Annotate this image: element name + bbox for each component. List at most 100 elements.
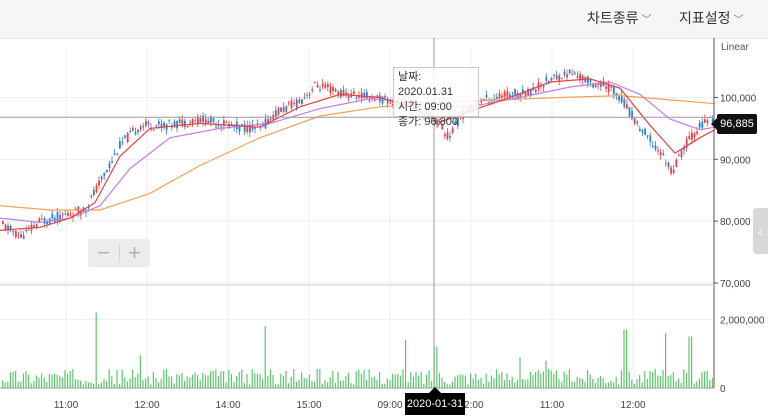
indicator-settings-dropdown[interactable]: 지표설정 ﹀ (679, 0, 744, 38)
volume-bar (249, 384, 251, 388)
volume-bar (48, 373, 50, 388)
candle-body (337, 91, 340, 95)
candle-body (7, 225, 9, 231)
volume-bar (82, 384, 84, 388)
candle-body (607, 83, 610, 93)
volume-bar (137, 373, 139, 388)
candle-body (618, 96, 620, 101)
candle-body (223, 120, 225, 126)
candle-body (293, 102, 295, 104)
candle-body (501, 95, 503, 98)
volume-bar (631, 379, 633, 388)
volume-bar (514, 382, 516, 388)
volume-bar (9, 372, 11, 388)
candle-body (98, 180, 100, 186)
volume-bar (334, 382, 336, 388)
candle-body (142, 125, 145, 128)
volume-bar (418, 375, 420, 388)
volume-bar (56, 374, 58, 388)
volume-bar (28, 374, 30, 388)
candle-body (373, 99, 376, 101)
volume-bar (43, 377, 45, 388)
chart-type-dropdown[interactable]: 차트종류 ﹀ (587, 0, 652, 38)
candle-body (301, 99, 303, 104)
volume-bar (540, 373, 542, 388)
volume-bar (425, 374, 427, 388)
volume-bar (696, 381, 698, 388)
volume-bar (61, 377, 63, 388)
volume-bar (319, 369, 321, 388)
candle-body (9, 225, 12, 231)
candle-body (22, 235, 25, 239)
candle-body (678, 155, 680, 157)
chart-type-label: 차트종류 (587, 10, 639, 26)
volume-bar (38, 377, 40, 388)
volume-bar (680, 382, 682, 388)
candle-body (386, 100, 389, 104)
volume-bar (160, 378, 162, 388)
candle-body (683, 147, 685, 151)
tooltip-date: 날짜: 2020.01.31 (398, 71, 454, 98)
candle-body (540, 85, 542, 87)
volume-bar (472, 378, 474, 388)
candle-body (667, 162, 670, 168)
candle-body (441, 124, 444, 130)
candle-body (134, 132, 137, 135)
candle-body (74, 208, 77, 210)
candle-body (613, 87, 615, 95)
candle-body (514, 89, 516, 97)
volume-bar (550, 370, 552, 388)
side-panel-toggle[interactable]: ‹ (753, 208, 768, 254)
volume-bar (561, 381, 563, 388)
candle-body (93, 189, 95, 196)
candle-body (626, 104, 628, 109)
volume-bar (506, 373, 508, 388)
candle-body (623, 98, 626, 107)
current-price-tag: 96,885 (711, 114, 757, 134)
volume-bars (2, 312, 713, 388)
candle-body (327, 84, 329, 87)
candle-body (696, 131, 698, 134)
chevron-left-icon: ‹ (758, 223, 763, 239)
volume-bar (636, 379, 638, 388)
volume-bar (371, 377, 373, 388)
volume-bar (454, 376, 456, 388)
candle-body (353, 91, 355, 95)
volume-bar (615, 376, 617, 388)
volume-bar (706, 370, 708, 388)
axes: 100,000 90,000 80,000 70,000 2,000,000 0 11:00… (0, 38, 765, 411)
volume-bar (571, 381, 573, 388)
volume-bar (158, 382, 160, 388)
candle-body (649, 135, 652, 142)
zoom-out-button[interactable]: − (97, 240, 110, 265)
candle-body (561, 78, 563, 80)
candle-body (334, 89, 337, 92)
volume-bar (332, 370, 334, 388)
candle-body (210, 116, 212, 123)
volume-bar (246, 373, 248, 388)
candle-body (376, 95, 379, 97)
volume-bar (142, 380, 144, 388)
volume-bar (563, 371, 565, 388)
time-tick-label: 14:00 (215, 400, 240, 411)
candle-body (324, 84, 327, 88)
volume-bar (111, 375, 113, 388)
volume-bar (376, 379, 378, 388)
candle-body (306, 94, 308, 96)
zoom-in-button[interactable]: + (128, 240, 141, 265)
volume-bar (90, 382, 92, 388)
volume-bar (80, 380, 82, 388)
candle-body (59, 215, 61, 221)
candle-body (688, 135, 691, 140)
volume-bar (493, 378, 495, 388)
stock-chart[interactable]: 100,000 90,000 80,000 70,000 2,000,000 0 11:00… (0, 38, 768, 420)
candle-body (646, 135, 649, 137)
candle-body (64, 214, 67, 216)
volume-bar (511, 376, 513, 388)
volume-bar (685, 372, 687, 388)
volume-bar (223, 371, 225, 388)
volume-bar (113, 383, 115, 388)
candle-body (519, 93, 522, 98)
volume-bar (238, 372, 240, 388)
volume-bar (103, 378, 105, 388)
